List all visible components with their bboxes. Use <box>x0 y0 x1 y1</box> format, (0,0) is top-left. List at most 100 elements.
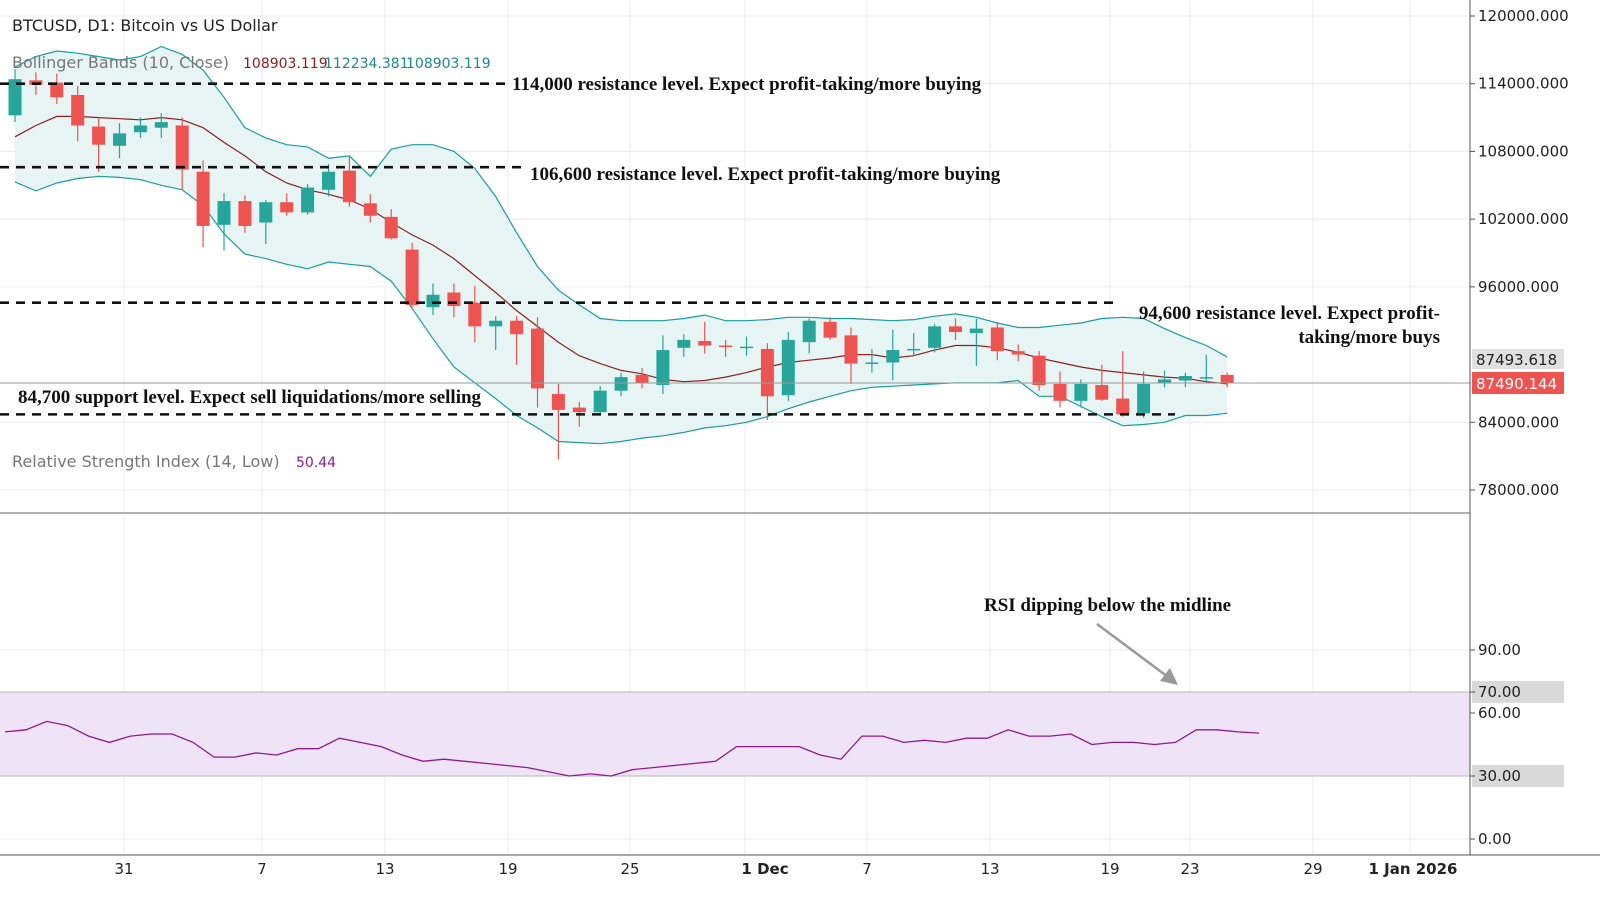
y-tick-label: 114000.000 <box>1478 75 1569 93</box>
candle-body <box>217 201 231 225</box>
y-tick-label: 120000.000 <box>1478 7 1569 25</box>
x-tick-label: 13 <box>375 860 394 878</box>
x-tick-label: 29 <box>1303 860 1322 878</box>
rsi-tick-bg <box>1472 681 1564 703</box>
candle-body <box>342 170 356 203</box>
rsi-pane[interactable] <box>0 691 1470 777</box>
annotation-114000: 114,000 resistance level. Expect profit-… <box>512 74 982 95</box>
candle-body <box>802 320 816 343</box>
bollinger-value-lower: 108903.119 <box>243 56 328 72</box>
rsi-tick-label: 70.00 <box>1478 683 1521 701</box>
bollinger-label: Bollinger Bands (10, Close) <box>12 53 229 72</box>
bollinger-value-middle: 108903.119 <box>406 56 491 72</box>
x-tick-label: 1 Dec <box>741 860 788 878</box>
candle-body <box>8 79 22 116</box>
y-tick-labels: 120000.000 114000.000 108000.000 102000.000… <box>1470 7 1569 499</box>
candle-body <box>50 82 64 98</box>
rsi-tick-label: 60.00 <box>1478 704 1521 722</box>
candle-body <box>1158 379 1171 383</box>
candle-body <box>969 328 983 334</box>
candle-body <box>928 326 942 348</box>
annotation-106600: 106,600 resistance level. Expect profit-… <box>530 164 1001 185</box>
candle-body <box>823 321 837 338</box>
time-axis[interactable]: 31 7 13 19 25 1 Dec 7 13 19 23 29 1 Jan 2026 <box>0 854 1600 878</box>
bollinger-upper-line <box>14 45 1228 358</box>
candle-body <box>677 339 691 348</box>
y-tick-label: 108000.000 <box>1478 142 1569 160</box>
candle-body <box>384 216 398 239</box>
candle-body <box>844 335 858 364</box>
candle-body <box>949 326 962 332</box>
candle-body <box>593 390 607 413</box>
candle-body <box>531 328 544 389</box>
candle-body <box>1011 351 1025 355</box>
candle-body <box>1053 383 1067 401</box>
rsi-label: Relative Strength Index (14, Low) <box>12 452 280 471</box>
x-tick-label: 23 <box>1180 860 1199 878</box>
candle-body <box>886 350 900 363</box>
annotation-94600-line2: taking/more buys <box>1298 327 1440 348</box>
symbol-title: BTCUSD, D1: Bitcoin vs US Dollar <box>12 16 278 35</box>
candle-body <box>740 346 753 349</box>
candle-body <box>363 203 377 216</box>
rsi-tick-bg <box>1472 765 1564 787</box>
candle-body <box>196 171 210 226</box>
price-badge-upper-bg <box>1472 349 1564 369</box>
candle-body <box>489 320 503 327</box>
candle-body <box>175 125 189 170</box>
price-badge-upper: 87493.618 <box>1476 351 1557 369</box>
candle-body <box>572 407 586 413</box>
annotation-rsi: RSI dipping below the midline <box>984 595 1231 616</box>
candle-body <box>405 249 419 305</box>
x-tick-label: 19 <box>498 860 517 878</box>
candle-body <box>1199 377 1213 379</box>
price-axis[interactable]: 120000.000 114000.000 108000.000 102000.000… <box>1469 0 1569 855</box>
candle-body <box>635 374 649 383</box>
candle-body <box>71 95 85 126</box>
candle-body <box>301 187 315 213</box>
candle-body <box>1137 383 1151 414</box>
candle-body <box>468 302 482 327</box>
bollinger-middle-line <box>14 115 1228 385</box>
bollinger-lower-line <box>14 175 1228 445</box>
candle-body <box>698 341 712 346</box>
candle-body <box>614 377 628 391</box>
candle-body <box>426 294 440 308</box>
candle-body <box>133 125 147 133</box>
candle-body <box>1032 355 1046 386</box>
price-badge-last-bg <box>1472 372 1564 394</box>
candle-body <box>551 394 565 410</box>
x-tick-label: 7 <box>862 860 872 878</box>
x-tick-label: 1 Jan 2026 <box>1368 860 1457 878</box>
bollinger-fill <box>15 46 1228 444</box>
candles-group <box>8 69 1234 460</box>
rsi-tick-label: 90.00 <box>1478 641 1521 659</box>
candle-body <box>92 126 106 145</box>
candle-body <box>907 348 921 351</box>
candle-body <box>865 362 879 364</box>
annotation-94600-line1: 94,600 resistance level. Expect profit- <box>1139 303 1440 324</box>
candle-body <box>1074 383 1088 401</box>
rsi-tick-label: 0.00 <box>1478 830 1511 848</box>
candle-body <box>1178 376 1192 381</box>
candle-body <box>1095 385 1109 400</box>
candle-body <box>280 202 294 213</box>
candle-body <box>1116 398 1130 415</box>
level-lines <box>0 82 1175 416</box>
candle-body <box>238 201 252 226</box>
rsi-arrow <box>1096 622 1178 685</box>
rsi-tick-label: 30.00 <box>1478 767 1521 785</box>
candle-body <box>113 133 126 146</box>
x-tick-label: 31 <box>114 860 133 878</box>
candle-body <box>322 171 335 190</box>
rsi-line <box>4 720 1260 777</box>
price-pane[interactable] <box>0 45 1470 460</box>
y-tick-label: 84000.000 <box>1478 413 1559 431</box>
bollinger-value-upper: 112234.381 <box>324 56 409 72</box>
x-tick-label: 25 <box>620 860 639 878</box>
candle-body <box>781 339 795 396</box>
candle-body <box>510 320 524 335</box>
annotation-84700: 84,700 support level. Expect sell liquid… <box>18 387 482 408</box>
rsi-value: 50.44 <box>296 455 336 471</box>
y-tick-label: 102000.000 <box>1478 210 1569 228</box>
